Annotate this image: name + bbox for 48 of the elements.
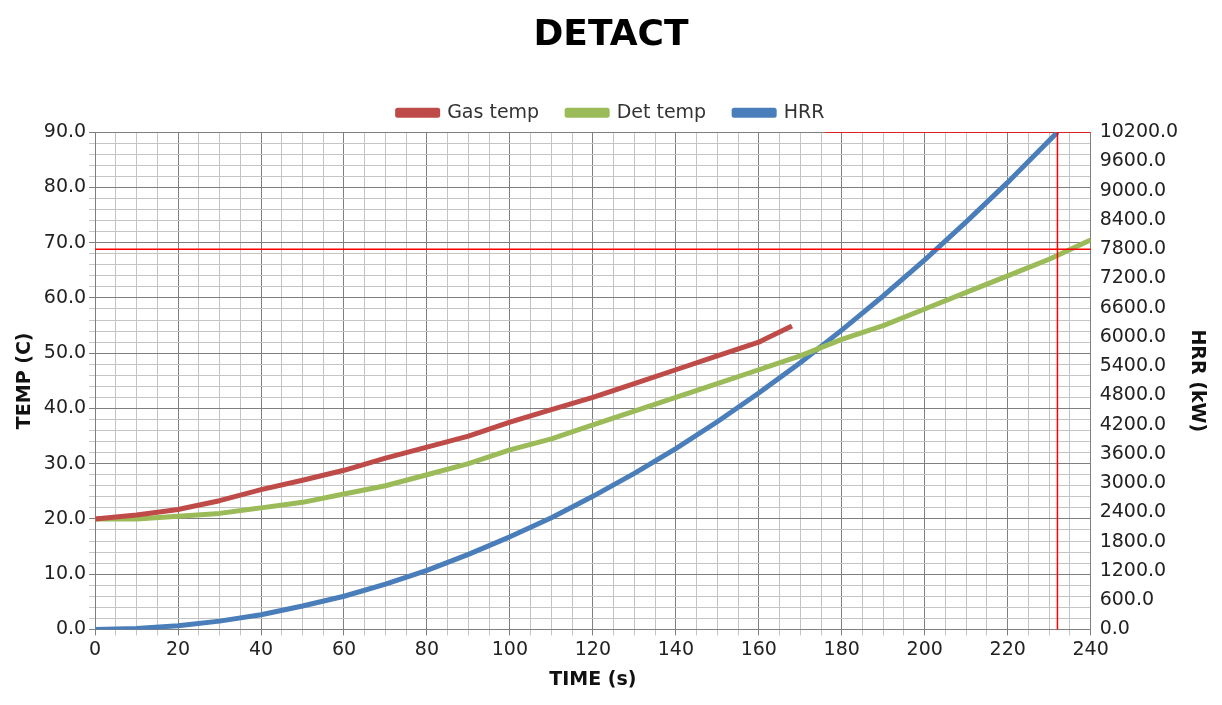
x-tick-label: 40 — [248, 636, 274, 659]
y2-tick-label: 6600.0 — [1099, 294, 1167, 317]
legend-label: Gas temp — [447, 99, 540, 122]
y2-tick-label: 9600.0 — [1099, 148, 1167, 171]
y2-tick-label: 5400.0 — [1099, 353, 1167, 376]
y2-tick-label: 4200.0 — [1099, 411, 1167, 434]
y-tick-label: 40.0 — [43, 395, 87, 418]
y2-tick-label: 3600.0 — [1099, 440, 1167, 463]
x-tick-label: 0 — [89, 636, 102, 659]
y2-tick-label: 8400.0 — [1099, 206, 1167, 229]
y2-tick-label: 7200.0 — [1099, 265, 1167, 288]
legend-label: HRR — [783, 99, 825, 122]
legend-label: Det temp — [616, 99, 707, 122]
y2-tick-label: 600.0 — [1099, 587, 1155, 610]
y-tick-label: 20.0 — [43, 505, 87, 528]
x-tick-label: 160 — [740, 636, 777, 659]
y2-tick-label: 10200.0 — [1099, 119, 1179, 142]
x-axis-title: TIME (s) — [549, 666, 637, 689]
y2-tick-label: 4800.0 — [1099, 382, 1167, 405]
x-tick-label: 140 — [657, 636, 694, 659]
y2-tick-label: 6000.0 — [1099, 323, 1167, 346]
y-tick-label: 90.0 — [43, 119, 87, 142]
y2-axis-title: HRR (kW) — [1187, 329, 1210, 433]
x-tick-label: 20 — [165, 636, 191, 659]
chart-title: DETACT — [533, 11, 689, 53]
x-tick-label: 60 — [331, 636, 357, 659]
y-tick-label: 0.0 — [55, 616, 87, 639]
y-tick-label: 80.0 — [43, 174, 87, 197]
x-tick-label: 120 — [574, 636, 611, 659]
y2-tick-label: 2400.0 — [1099, 499, 1167, 522]
x-tick-label: 180 — [823, 636, 860, 659]
x-tick-label: 240 — [1072, 636, 1109, 659]
y2-tick-label: 1200.0 — [1099, 557, 1167, 580]
y-tick-label: 70.0 — [43, 229, 87, 252]
x-tick-label: 100 — [491, 636, 529, 659]
y2-tick-label: 0.0 — [1099, 616, 1130, 639]
x-tick-label: 80 — [414, 636, 440, 659]
y-tick-label: 10.0 — [43, 561, 87, 584]
y2-tick-label: 9000.0 — [1099, 177, 1167, 200]
x-tick-label: 200 — [906, 636, 943, 659]
y2-tick-label: 3000.0 — [1099, 470, 1167, 493]
y2-tick-label: 1800.0 — [1099, 528, 1167, 551]
y-tick-label: 50.0 — [43, 340, 87, 363]
y-tick-label: 30.0 — [43, 450, 87, 473]
x-tick-label: 220 — [989, 636, 1026, 659]
y-axis-title: TEMP (C) — [12, 332, 35, 430]
y-tick-label: 60.0 — [43, 284, 87, 307]
y2-tick-label: 7800.0 — [1099, 236, 1167, 259]
